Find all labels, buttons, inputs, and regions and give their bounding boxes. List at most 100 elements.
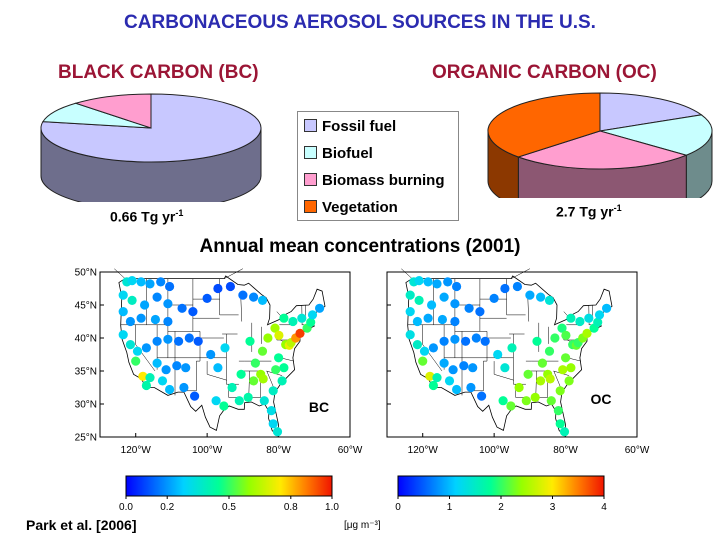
site-point — [489, 293, 499, 303]
legend-swatch — [304, 119, 317, 132]
bc-colorbar: 0.0 0.2 0.5 0.8 1.0 — [119, 475, 339, 513]
site-point — [427, 300, 437, 310]
legend-item-biofuel: Biofuel — [304, 145, 373, 163]
site-point — [118, 290, 128, 300]
site-point — [493, 349, 503, 360]
site-point — [555, 419, 565, 429]
state-border — [422, 324, 443, 372]
site-point — [555, 386, 565, 396]
pie-slice-fossil-fuel — [599, 92, 703, 132]
site-point — [270, 323, 280, 333]
coast-line — [511, 268, 531, 279]
site-point — [564, 376, 574, 386]
site-point — [184, 333, 194, 343]
site-point — [125, 340, 135, 350]
colorbar-tick-label: 3 — [550, 502, 556, 513]
site-point — [165, 384, 175, 395]
pie-slice-biofuel — [599, 114, 713, 156]
site-point — [118, 307, 128, 317]
site-point — [263, 333, 273, 343]
site-point — [512, 281, 522, 292]
site-point — [258, 374, 268, 384]
site-point — [172, 361, 182, 371]
site-point — [193, 336, 203, 346]
colorbar-tick-label: 0 — [395, 502, 401, 513]
site-point — [225, 281, 235, 292]
state-border — [240, 295, 243, 322]
site-point — [288, 316, 298, 327]
site-point — [274, 330, 284, 340]
site-point — [238, 290, 248, 300]
site-point — [439, 358, 449, 368]
legend-item-vegetation: Vegetation — [304, 199, 398, 217]
site-point — [448, 365, 458, 375]
site-point — [163, 316, 173, 327]
citation: Park et al. [2006] — [26, 517, 137, 533]
site-point — [466, 382, 476, 393]
concentration-title: Annual mean concentrations (2001) — [199, 236, 521, 257]
site-point — [532, 336, 542, 346]
site-point — [461, 336, 471, 346]
site-point — [471, 333, 481, 343]
site-point — [297, 313, 307, 323]
oc-concentration-map: 120°W 100°W 80°W 60°W OC — [386, 268, 650, 456]
site-point — [157, 376, 168, 386]
bc-pie-title: BLACK CARBON (BC) — [58, 62, 259, 83]
site-point — [480, 336, 490, 346]
site-point — [566, 313, 576, 323]
site-point — [450, 299, 460, 309]
site-point — [277, 376, 287, 386]
x-tick-label: 60°W — [625, 445, 650, 456]
site-point — [136, 277, 146, 287]
site-point — [315, 303, 325, 313]
x-tick-label: 80°W — [553, 445, 578, 456]
site-point — [414, 295, 424, 305]
colorbar-gradient — [397, 475, 605, 497]
site-point — [558, 365, 568, 375]
site-point — [452, 281, 462, 292]
site-point — [553, 406, 563, 416]
state-border — [527, 295, 530, 322]
site-point — [425, 371, 435, 381]
site-point — [439, 336, 449, 346]
site-point — [423, 277, 433, 287]
site-point — [227, 382, 237, 393]
site-point — [257, 346, 268, 356]
site-point — [444, 376, 455, 386]
site-point — [507, 343, 517, 353]
state-border — [135, 324, 156, 372]
site-point — [450, 316, 460, 327]
state-border — [183, 331, 201, 392]
us-outline — [118, 275, 326, 437]
site-point — [156, 277, 166, 287]
site-point — [582, 328, 592, 338]
map-label: OC — [591, 391, 612, 407]
site-point — [428, 380, 438, 391]
page-title: CARBONACEOUS AEROSOL SOURCES IN THE U.S. — [124, 12, 596, 33]
site-point — [279, 313, 289, 323]
site-point — [405, 290, 415, 300]
site-point — [132, 346, 143, 356]
site-point — [525, 290, 535, 300]
colorbar-tick-label: 0.8 — [284, 502, 298, 513]
site-point — [405, 330, 415, 340]
site-point — [412, 316, 422, 327]
pie-slice-vegetation — [487, 92, 601, 158]
colorbar-tick-label: 2 — [498, 502, 504, 513]
site-point — [514, 382, 524, 393]
site-point — [423, 313, 433, 323]
site-point — [145, 373, 155, 383]
site-point — [544, 295, 555, 305]
site-point — [145, 279, 155, 289]
legend-swatch — [304, 173, 317, 186]
x-tick-label: 120°W — [408, 445, 439, 456]
site-point — [259, 396, 269, 406]
site-point — [546, 396, 556, 406]
site-point — [138, 371, 148, 381]
site-point — [544, 346, 555, 356]
us-outline — [405, 275, 613, 437]
x-tick-label: 120°W — [121, 445, 152, 456]
site-point — [250, 358, 260, 368]
legend-item-fossil-fuel: Fossil fuel — [304, 118, 396, 136]
site-point — [268, 386, 278, 396]
